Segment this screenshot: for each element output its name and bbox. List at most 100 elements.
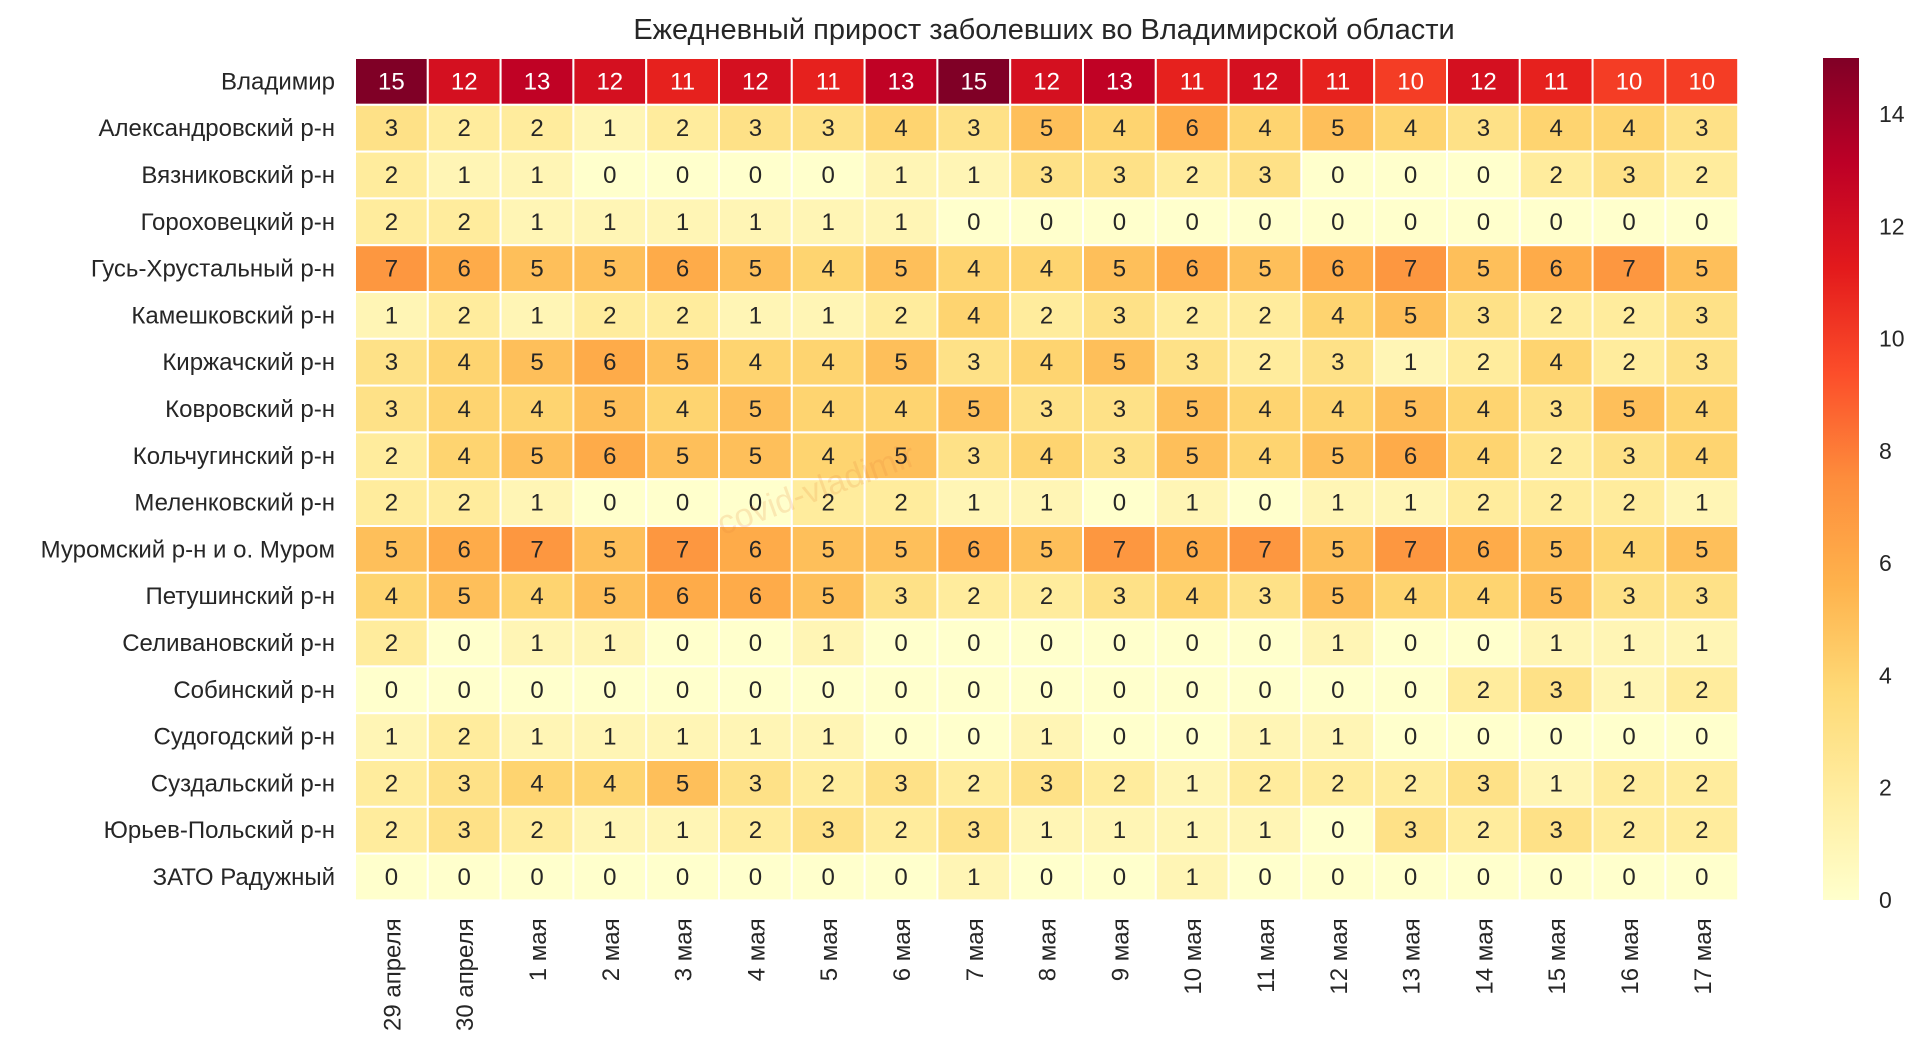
heatmap-cell <box>1591 337 1667 387</box>
row-label: Суздальский р-н <box>151 770 335 797</box>
heatmap-cell <box>1082 805 1157 855</box>
cell-value: 5 <box>822 583 835 610</box>
cell-value: 1 <box>1113 817 1126 844</box>
cell-value: 2 <box>458 490 471 517</box>
row-label: Ковровский р-н <box>165 396 335 423</box>
cell-value: 4 <box>822 443 835 470</box>
cell-value: 2 <box>1695 770 1708 797</box>
cell-value: 2 <box>1695 677 1708 704</box>
heatmap-cell <box>1591 478 1667 528</box>
heatmap-cell <box>1664 618 1740 668</box>
cell-value: 3 <box>1258 162 1271 189</box>
cell-value: 1 <box>1258 724 1271 751</box>
column-label: 12 мая <box>1326 918 1353 994</box>
cell-value: 5 <box>458 583 471 610</box>
cell-value: 0 <box>1404 724 1417 751</box>
column-label: 5 мая <box>816 918 843 981</box>
cell-value: 3 <box>1695 349 1708 376</box>
cell-value: 7 <box>676 536 689 563</box>
heatmap-cell <box>1664 244 1740 293</box>
cell-value: 7 <box>1404 536 1417 563</box>
heatmap-cell <box>572 103 648 153</box>
cell-value: 1 <box>676 817 689 844</box>
cell-value: 0 <box>530 864 543 891</box>
cell-value: 10 <box>1397 68 1424 95</box>
heatmap-cell <box>1227 337 1303 387</box>
heatmap-cell <box>1009 712 1085 762</box>
cell-value: 1 <box>530 209 543 236</box>
heatmap-cell <box>790 759 866 808</box>
column-label: 3 мая <box>671 918 698 981</box>
cell-value: 5 <box>1331 443 1344 470</box>
cell-value: 1 <box>676 724 689 751</box>
cell-value: 1 <box>385 724 398 751</box>
heatmap-cell <box>1227 712 1303 762</box>
colorbar-ticks: 0 2 4 6 8 10 12 14 <box>1879 101 1905 913</box>
cell-value: 0 <box>967 724 980 751</box>
heatmap-cell <box>936 712 1012 762</box>
cell-value: 4 <box>1040 256 1053 283</box>
row-label: Камешковский р-н <box>131 302 335 329</box>
heatmap-cell <box>863 291 939 340</box>
cell-value: 4 <box>1258 396 1271 423</box>
heatmap-cell <box>1518 57 1594 106</box>
heatmap-cell <box>936 337 1012 387</box>
heatmap-cell <box>936 244 1012 293</box>
cell-value: 4 <box>1040 443 1053 470</box>
cell-value: 0 <box>1331 677 1344 704</box>
cell-value: 2 <box>1550 302 1563 329</box>
cell-value: 2 <box>1404 770 1417 797</box>
cell-value: 4 <box>1258 443 1271 470</box>
cell-value: 0 <box>1477 209 1490 236</box>
heatmap-cell <box>499 291 575 340</box>
cell-value: 4 <box>530 583 543 610</box>
cell-value: 1 <box>676 209 689 236</box>
cell-value: 1 <box>967 162 980 189</box>
cell-value: 4 <box>1404 583 1417 610</box>
cell-value: 5 <box>822 536 835 563</box>
cell-value: 1 <box>1040 724 1053 751</box>
cell-value: 0 <box>749 677 762 704</box>
cell-value: 1 <box>1186 864 1199 891</box>
heatmap-cell <box>499 103 575 153</box>
cell-value: 0 <box>822 864 835 891</box>
heatmap-cell <box>572 197 648 247</box>
heatmap-cell <box>863 525 939 574</box>
cell-value: 7 <box>1404 256 1417 283</box>
cell-value: 6 <box>1331 256 1344 283</box>
heatmap-cell <box>1591 103 1667 153</box>
cell-value: 1 <box>1404 349 1417 376</box>
heatmap-cell <box>936 197 1012 247</box>
cell-value: 3 <box>894 770 907 797</box>
heatmap-cell <box>1154 431 1230 481</box>
cell-value: 3 <box>385 349 398 376</box>
cell-value: 1 <box>1331 724 1344 751</box>
cell-value: 3 <box>1040 770 1053 797</box>
heatmap-cell <box>1082 244 1157 293</box>
cell-value: 4 <box>1695 396 1708 423</box>
cell-value: 4 <box>967 302 980 329</box>
cell-value: 0 <box>385 677 398 704</box>
cell-value: 5 <box>603 536 616 563</box>
row-label: ЗАТО Радужный <box>153 864 335 891</box>
cell-value: 1 <box>1331 490 1344 517</box>
cell-value: 0 <box>749 490 762 517</box>
cell-value: 12 <box>451 68 478 95</box>
row-labels: Владимир Александровский р-н Вязниковский … <box>41 68 335 891</box>
cell-value: 12 <box>742 68 769 95</box>
cell-value: 1 <box>603 630 616 657</box>
cell-value: 3 <box>1258 583 1271 610</box>
heatmap-cell <box>718 618 793 668</box>
cell-value: 3 <box>1186 349 1199 376</box>
heatmap-cell <box>1518 712 1594 762</box>
cell-value: 4 <box>1550 115 1563 142</box>
heatmap-cell <box>572 852 648 902</box>
cell-value: 2 <box>676 302 689 329</box>
heatmap-cell <box>1664 57 1740 106</box>
cell-value: 2 <box>1186 302 1199 329</box>
cell-value: 15 <box>378 68 405 95</box>
cell-value: 0 <box>603 677 616 704</box>
heatmap-cell <box>936 384 1012 434</box>
cell-value: 3 <box>385 115 398 142</box>
heatmap-cell <box>863 337 939 387</box>
